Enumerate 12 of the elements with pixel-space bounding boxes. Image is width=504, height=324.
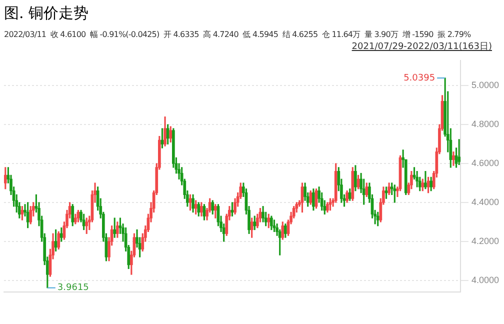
y-tick-label: 4.6000 bbox=[471, 158, 500, 168]
y-tick-label: 4.4000 bbox=[471, 196, 500, 207]
text: 2021/07/29-2022/03/11(163日) bbox=[352, 41, 492, 53]
y-tick-label: 4.8000 bbox=[471, 119, 500, 130]
chart-title: 图. 铜价走势 bbox=[4, 4, 89, 23]
y-tick-label: 4.2000 bbox=[471, 236, 500, 246]
y-tick-label: 4.0000 bbox=[471, 274, 500, 285]
annotation: 3.9615 bbox=[57, 283, 89, 294]
candlestick bbox=[452, 152, 455, 166]
chart-subtitle: 2022/03/11 收 4.6100 幅 -0.91%(-0.0425) 开 4.6335 高 4.7240 低 4.5945 结 4.6255 仓 11.64万 量 3.90万 增 -1590 振 2.79% bbox=[4, 29, 471, 40]
annotation: 5.0395 bbox=[404, 73, 436, 84]
y-tick-label: 5.0000 bbox=[471, 80, 500, 90]
